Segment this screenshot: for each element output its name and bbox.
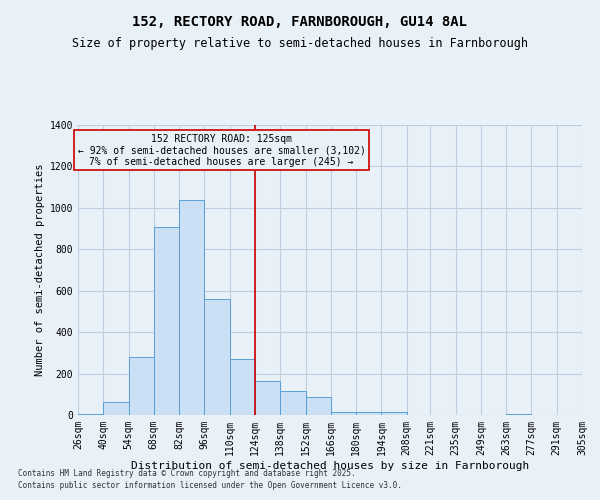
Text: Contains HM Land Registry data © Crown copyright and database right 2025.: Contains HM Land Registry data © Crown c… bbox=[18, 468, 356, 477]
Bar bbox=[305, 398, 331, 415]
Bar bbox=[506, 414, 532, 415]
Bar bbox=[179, 200, 205, 415]
Bar bbox=[382, 412, 407, 415]
Bar bbox=[78, 414, 103, 415]
X-axis label: Distribution of semi-detached houses by size in Farnborough: Distribution of semi-detached houses by … bbox=[131, 460, 529, 470]
Bar bbox=[103, 402, 128, 415]
Bar bbox=[230, 359, 255, 415]
Bar bbox=[128, 357, 154, 415]
Text: Size of property relative to semi-detached houses in Farnborough: Size of property relative to semi-detach… bbox=[72, 38, 528, 51]
Bar bbox=[154, 226, 179, 415]
Text: 152, RECTORY ROAD, FARNBOROUGH, GU14 8AL: 152, RECTORY ROAD, FARNBOROUGH, GU14 8AL bbox=[133, 15, 467, 29]
Bar bbox=[280, 391, 305, 415]
Y-axis label: Number of semi-detached properties: Number of semi-detached properties bbox=[35, 164, 46, 376]
Bar bbox=[356, 412, 382, 415]
Bar bbox=[331, 412, 356, 415]
Text: 152 RECTORY ROAD: 125sqm
← 92% of semi-detached houses are smaller (3,102)
7% of: 152 RECTORY ROAD: 125sqm ← 92% of semi-d… bbox=[78, 134, 365, 167]
Bar bbox=[205, 299, 230, 415]
Text: Contains public sector information licensed under the Open Government Licence v3: Contains public sector information licen… bbox=[18, 481, 402, 490]
Bar bbox=[255, 381, 280, 415]
